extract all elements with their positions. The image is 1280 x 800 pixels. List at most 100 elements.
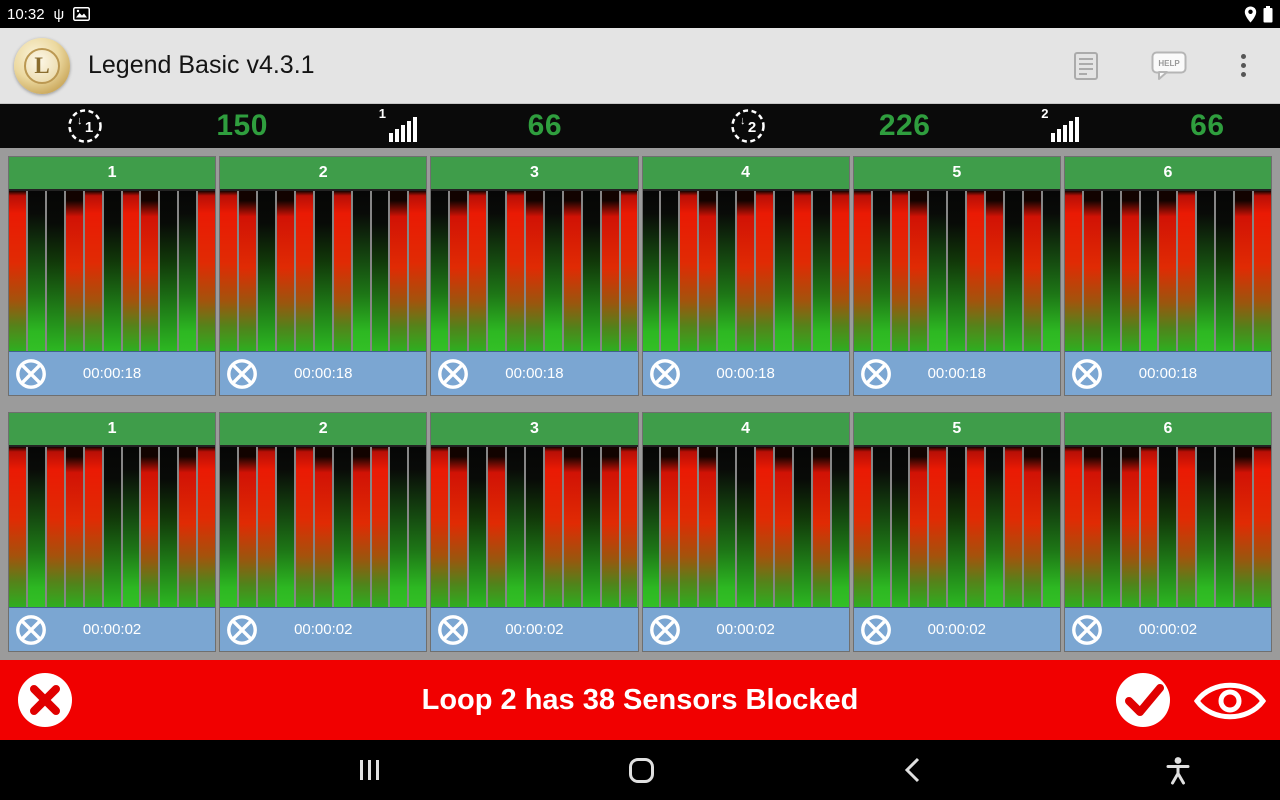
accessibility-button[interactable] xyxy=(1166,756,1190,785)
alert-acknowledge-icon[interactable] xyxy=(1114,671,1172,729)
overflow-menu-icon[interactable] xyxy=(1237,50,1250,81)
sensor-panel[interactable]: 6 00:00:18 xyxy=(1063,156,1273,396)
blocked-icon[interactable] xyxy=(648,613,682,647)
sensor-bar-clear xyxy=(1042,191,1060,351)
sensor-bar-blocked xyxy=(1083,447,1101,607)
sensor-bar-clear xyxy=(948,447,966,607)
sensor-panel[interactable]: 1 00:00:02 xyxy=(8,412,217,652)
panel-footer: 00:00:18 xyxy=(642,351,849,395)
sensor-panel[interactable]: 3 00:00:18 xyxy=(430,156,639,396)
sensor-bar-clear xyxy=(1197,447,1215,607)
sensor-bar-clear xyxy=(812,191,830,351)
blocked-icon[interactable] xyxy=(436,357,470,391)
manual-icon[interactable] xyxy=(1071,51,1101,81)
sensor-bar-clear xyxy=(891,447,909,607)
alert-dismiss-icon[interactable] xyxy=(16,671,74,729)
panel-timer: 00:00:18 xyxy=(294,365,353,382)
blocked-icon[interactable] xyxy=(1070,613,1104,647)
sensor-bar-clear xyxy=(179,191,197,351)
sensor-bars xyxy=(1064,447,1272,607)
sensor-bar-blocked xyxy=(1064,191,1082,351)
sensor-bar-blocked xyxy=(371,447,389,607)
sensor-bar-blocked xyxy=(46,447,64,607)
status-bar-left: 10:32 ψ xyxy=(7,5,91,23)
loop-2-icon[interactable]: ↓ 2 xyxy=(728,106,768,146)
clock: 10:32 xyxy=(7,5,45,23)
panel-number: 2 xyxy=(220,413,427,447)
blocked-icon[interactable] xyxy=(225,357,259,391)
sensor-bar-clear xyxy=(160,191,178,351)
sensor-bar-clear xyxy=(1042,447,1060,607)
alert-view-eye-icon[interactable] xyxy=(1192,678,1268,724)
panel-number: 1 xyxy=(9,157,216,191)
sensor-bar-blocked xyxy=(507,191,524,351)
blocked-icon[interactable] xyxy=(225,613,259,647)
blocked-icon[interactable] xyxy=(1070,357,1104,391)
blocked-icon[interactable] xyxy=(436,613,470,647)
panel-footer: 00:00:18 xyxy=(9,351,216,395)
loop-1-icon[interactable]: ↓ 1 xyxy=(65,106,105,146)
loop-2-stats: ↓ 2 226 2 66 xyxy=(673,106,1280,146)
sensor-bar-clear xyxy=(986,447,1004,607)
help-icon[interactable]: HELP xyxy=(1151,51,1187,81)
sensor-bars xyxy=(853,447,1060,607)
sensor-bar-blocked xyxy=(409,191,427,351)
sensor-bar-blocked xyxy=(699,191,717,351)
sensor-bars xyxy=(1064,191,1272,351)
blocked-icon[interactable] xyxy=(14,357,48,391)
sensor-bar-blocked xyxy=(1121,191,1139,351)
sensor-bar-blocked xyxy=(812,447,830,607)
sensor-panel[interactable]: 2 00:00:02 xyxy=(219,412,428,652)
sensor-panel[interactable]: 2 00:00:18 xyxy=(219,156,428,396)
back-icon xyxy=(904,757,919,783)
blocked-icon[interactable] xyxy=(859,613,893,647)
home-button[interactable] xyxy=(628,757,654,783)
panel-timer: 00:00:02 xyxy=(927,621,986,638)
sensor-bar-clear xyxy=(276,447,294,607)
back-button[interactable] xyxy=(904,756,921,784)
sensor-bar-blocked xyxy=(563,447,581,607)
panel-timer: 00:00:02 xyxy=(1138,621,1198,638)
sensor-bar-blocked xyxy=(65,191,83,351)
panel-footer: 00:00:02 xyxy=(1064,607,1272,651)
panel-number: 3 xyxy=(431,157,638,191)
panel-number: 1 xyxy=(9,413,216,447)
sensor-bars xyxy=(853,191,1060,351)
sensor-bars xyxy=(431,191,638,351)
sensor-panel[interactable]: 6 00:00:02 xyxy=(1063,412,1273,652)
sensor-bar-blocked xyxy=(295,447,313,607)
sensor-bar-blocked xyxy=(431,447,449,607)
sensor-panels-area: 1 00:00:18 2 00:00:18 3 00:00:18 4 00:00:18 5 00:… xyxy=(0,148,1280,660)
sensor-bar-blocked xyxy=(661,447,679,607)
panel-timer: 00:00:18 xyxy=(505,365,564,382)
recents-button[interactable] xyxy=(359,760,379,780)
blocked-icon[interactable] xyxy=(648,357,682,391)
sensor-bar-blocked xyxy=(141,191,159,351)
blocked-icon[interactable] xyxy=(859,357,893,391)
sensor-bar-blocked xyxy=(239,191,257,351)
loop-2-number: 2 xyxy=(748,119,756,136)
sensor-bar-blocked xyxy=(1023,191,1041,351)
loop-1-signal-value: 66 xyxy=(527,109,563,142)
blocked-icon[interactable] xyxy=(14,613,48,647)
sensor-panel[interactable]: 4 00:00:02 xyxy=(641,412,850,652)
sensor-bar-blocked xyxy=(220,191,238,351)
sensor-bar-blocked xyxy=(680,447,698,607)
sensor-panel[interactable]: 4 00:00:18 xyxy=(641,156,850,396)
sensor-panel[interactable]: 3 00:00:02 xyxy=(430,412,639,652)
sensor-bar-blocked xyxy=(601,447,619,607)
sensor-bar-blocked xyxy=(469,191,487,351)
sensor-bar-blocked xyxy=(1083,191,1101,351)
sensor-panel[interactable]: 5 00:00:02 xyxy=(852,412,1061,652)
sensor-bar-blocked xyxy=(1005,447,1022,607)
sensor-bar-blocked xyxy=(1178,447,1196,607)
sensor-bar-clear xyxy=(314,191,332,351)
sensor-bar-blocked xyxy=(179,447,197,607)
sensor-panel[interactable]: 1 00:00:18 xyxy=(8,156,217,396)
panel-number: 5 xyxy=(853,413,1060,447)
signal-bars-icon xyxy=(1051,116,1080,142)
loop-1-sensor-count: 150 xyxy=(216,109,268,142)
sensor-panel[interactable]: 5 00:00:18 xyxy=(852,156,1061,396)
sensor-bar-clear xyxy=(160,447,178,607)
sensor-bar-blocked xyxy=(198,191,216,351)
